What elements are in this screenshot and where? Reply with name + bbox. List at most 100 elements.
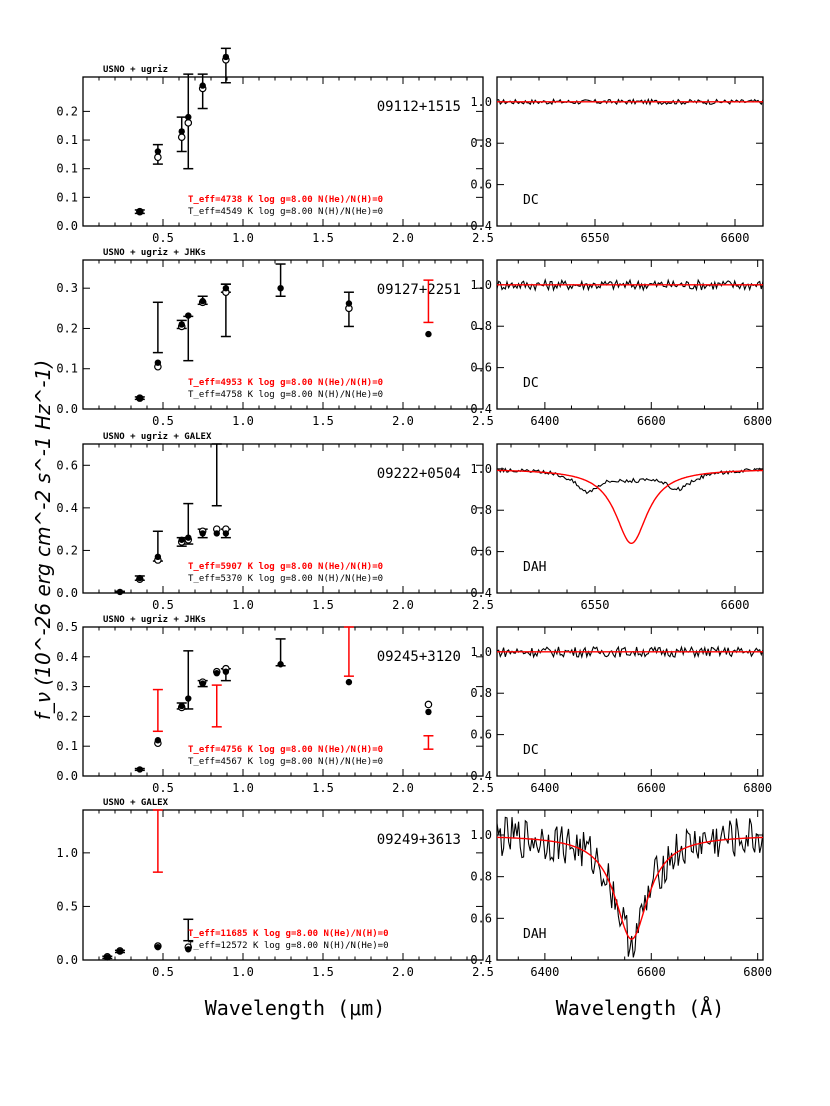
model-point-filled <box>154 553 162 561</box>
fit-parameters: T_eff=4953 K log g=8.00 N(He)/N(H)=0 <box>188 378 383 388</box>
y-tick-label: 0.2 <box>56 104 78 118</box>
y-tick-label: 0.8 <box>470 503 492 517</box>
y-tick-label: 1.0 <box>56 846 78 860</box>
model-point-filled <box>136 574 143 582</box>
y-tick-label: 1.0 <box>470 95 492 109</box>
plot-frame <box>496 76 764 227</box>
x-tick-label: 1.0 <box>232 965 254 979</box>
model-point-filled <box>213 669 220 677</box>
y-tick-label: 1.0 <box>470 645 492 659</box>
y-tick-label: 0.8 <box>470 870 492 884</box>
x-axis-label-left: Wavelength (μm) <box>205 996 386 1020</box>
model-point-filled <box>154 148 162 155</box>
x-tick-label: 6800 <box>743 414 772 428</box>
photometry-source-label: USNO + GALEX <box>103 798 169 808</box>
photometry-source-label: USNO + ugriz + JHKs <box>103 247 206 258</box>
y-tick-label: 0.6 <box>470 545 492 559</box>
x-tick-label: 2.5 <box>472 781 494 795</box>
plot-frame <box>496 443 764 594</box>
spectral-type-label: DC <box>523 376 539 391</box>
spectrum-panel-5: 6400 6600 6800 0.4 0.6 0.8 1.0 DAH <box>470 809 772 979</box>
model-point-open <box>184 119 193 127</box>
model-point-filled <box>154 359 162 366</box>
x-tick-label: 1.5 <box>312 231 334 245</box>
model-point-filled <box>185 695 192 702</box>
x-tick-label: 6400 <box>530 965 559 979</box>
x-tick-label: 2.5 <box>472 231 494 245</box>
y-tick-label: 0.1 <box>56 190 78 204</box>
model-point-filled <box>136 208 143 215</box>
spectral-type-label: DC <box>523 743 539 758</box>
x-tick-label: 6600 <box>637 781 666 795</box>
x-tick-label: 2.5 <box>472 598 494 612</box>
sed-panel-3: 0.5 1.0 1.5 2.0 2.5 0.0 0.2 0.4 0.6 USNO + ugriz … <box>56 431 494 612</box>
observed-spectrum <box>496 816 764 958</box>
y-tick-label: 1.0 <box>470 828 492 842</box>
model-point-filled <box>116 948 124 955</box>
x-tick-label: 1.5 <box>312 598 334 612</box>
x-tick-label: 1.0 <box>232 781 254 795</box>
fit-parameters: T_eff=12572 K log g=8.00 N(H)/N(He)=0 <box>188 941 388 951</box>
x-tick-label: 6550 <box>581 598 610 612</box>
plot-frame <box>82 809 484 961</box>
y-tick-label: 0.8 <box>470 136 492 150</box>
model-point-filled <box>199 680 206 687</box>
y-tick-label: 0.4 <box>470 219 492 233</box>
y-tick-label: 1.0 <box>470 462 492 476</box>
object-name: 09112+1515 <box>377 99 461 115</box>
plot-frame <box>496 259 764 410</box>
plot-frame <box>82 443 484 594</box>
model-point-filled <box>178 536 185 543</box>
model-spectrum <box>497 836 763 940</box>
y-tick-label: 0.6 <box>470 361 492 375</box>
x-tick-label: 6800 <box>743 965 772 979</box>
model-point-filled <box>178 702 185 710</box>
x-tick-label: 0.5 <box>152 231 174 245</box>
y-tick-label: 0.1 <box>56 739 78 753</box>
model-point-filled <box>136 394 143 402</box>
y-tick-label: 0.4 <box>56 501 78 515</box>
model-point-filled <box>425 330 432 338</box>
y-tick-label: 0.8 <box>470 686 492 700</box>
model-point-filled <box>277 284 284 292</box>
x-tick-label: 2.5 <box>472 965 494 979</box>
y-tick-label: 0.4 <box>56 650 78 664</box>
model-point-filled <box>116 588 124 596</box>
sed-panel-2: 0.5 1.0 1.5 2.0 2.5 0.0 0.1 0.2 0.3 USNO + ugriz … <box>56 247 494 428</box>
x-tick-label: 1.5 <box>312 414 334 428</box>
x-tick-label: 6600 <box>721 598 750 612</box>
object-name: 09249+3613 <box>377 832 461 848</box>
sed-panel-5: 0.5 1.0 1.5 2.0 2.5 0.0 0.5 1.0 USNO + GALEX 0924… <box>56 798 494 979</box>
spectrum-panel-3: 6550 6600 0.4 0.6 0.8 1.0 DAH <box>470 443 764 612</box>
y-tick-label: 0.6 <box>470 178 492 192</box>
x-tick-label: 6600 <box>637 965 666 979</box>
model-point-filled <box>345 300 353 307</box>
model-point-filled <box>178 128 185 135</box>
model-point-filled <box>222 668 230 675</box>
y-tick-label: 0.4 <box>470 769 492 783</box>
model-point-open <box>154 153 162 162</box>
model-point-filled <box>154 737 162 744</box>
y-tick-label: 0.0 <box>56 402 78 416</box>
spectrum-panel-1: 6550 6600 0.4 0.6 0.8 1.0 DC <box>470 76 764 245</box>
model-point-filled <box>154 943 162 951</box>
fit-parameters: T_eff=4567 K log g=8.00 N(H)/N(He)=0 <box>188 757 383 767</box>
sed-panel-1: 0.5 1.0 1.5 2.0 2.5 0.0 0.1 0.1 0.1 0.2 USNO + ugr… <box>56 47 494 245</box>
y-tick-label: 0.4 <box>470 586 492 600</box>
x-tick-label: 2.0 <box>392 231 414 245</box>
model-point-filled <box>345 678 353 686</box>
model-point-filled <box>136 766 143 773</box>
y-tick-label: 0.0 <box>56 953 78 967</box>
model-point-filled <box>199 82 206 89</box>
x-tick-label: 0.5 <box>152 781 174 795</box>
fit-parameters: T_eff=4549 K log g=8.00 N(H)/N(He)=0 <box>188 207 383 217</box>
x-tick-label: 0.5 <box>152 414 174 428</box>
fit-parameters: T_eff=4738 K log g=8.00 N(He)/N(H)=0 <box>188 195 383 205</box>
y-tick-label: 0.4 <box>470 402 492 416</box>
photometry-source-label: USNO + ugriz + JHKs <box>103 614 206 625</box>
fit-parameters: T_eff=5370 K log g=8.00 N(H)/N(He)=0 <box>188 574 383 584</box>
object-name: 09127+2251 <box>377 282 461 298</box>
plot-frame <box>82 626 484 777</box>
x-tick-label: 2.0 <box>392 965 414 979</box>
model-point-filled <box>185 312 192 319</box>
